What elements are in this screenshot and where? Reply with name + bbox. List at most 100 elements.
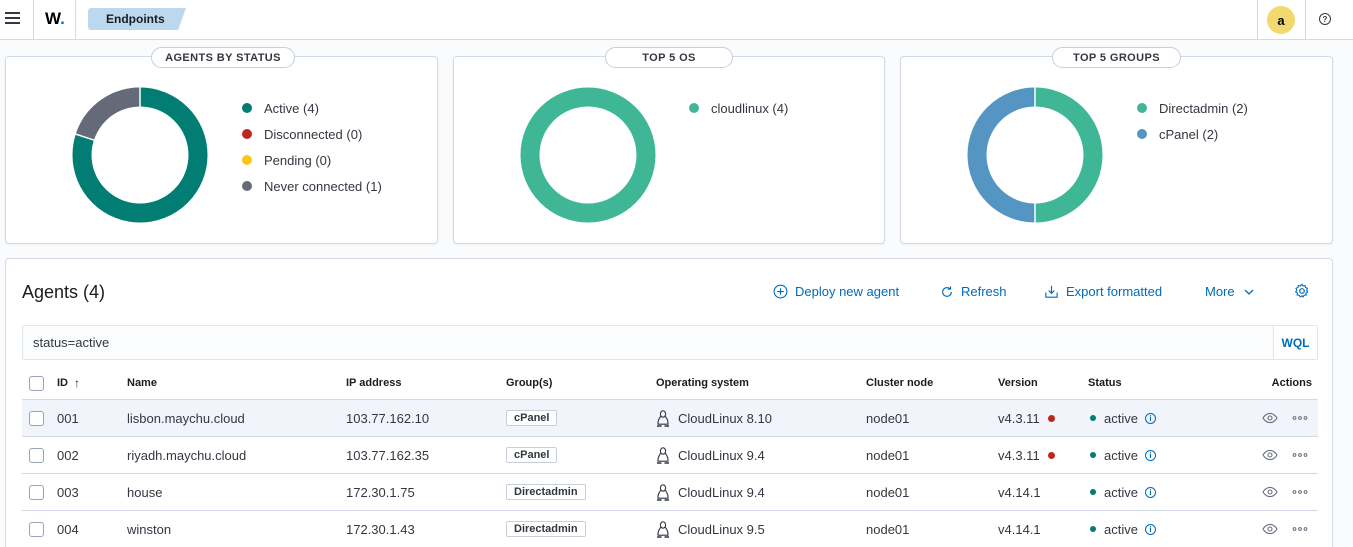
export-label: Export formatted [1066, 284, 1163, 299]
column-actions: Actions [1271, 377, 1312, 389]
column-status[interactable]: Status [1088, 377, 1122, 389]
row-checkbox[interactable] [29, 410, 44, 426]
eye-icon[interactable] [1262, 523, 1278, 535]
cluster-node: node01 [866, 447, 910, 463]
gear-icon[interactable] [1294, 283, 1310, 299]
agent-ip: 103.77.162.10 [346, 410, 430, 426]
os-name: CloudLinux 8.10 [678, 410, 772, 426]
os-cell: CloudLinux 8.10 [656, 400, 772, 436]
sort-arrow-up-icon: ↑ [74, 376, 80, 390]
group-badge[interactable]: cPanel [506, 447, 558, 463]
more-options-icon[interactable] [1292, 526, 1308, 532]
eye-icon[interactable] [1262, 412, 1278, 424]
legend-dot [689, 103, 699, 113]
os-name: CloudLinux 9.4 [678, 484, 765, 500]
donut-segment-directadmin [1034, 87, 1103, 223]
agent-id: 003 [57, 484, 79, 500]
donut-segment-never-connected [75, 87, 141, 141]
agent-ip: 103.77.162.35 [346, 447, 430, 463]
info-icon[interactable]: i [1144, 523, 1156, 535]
legend-item-cloudlinux[interactable]: cloudlinux (4) [689, 95, 788, 121]
legend-item-pending[interactable]: Pending (0) [242, 147, 382, 173]
more-options-icon[interactable] [1292, 452, 1308, 458]
group-badge[interactable]: Directadmin [506, 521, 586, 537]
table-row[interactable]: 004 winston 172.30.1.43 Directadmin Clou… [22, 511, 1318, 547]
export-formatted-button[interactable]: Export formatted [1044, 284, 1162, 299]
group-badge[interactable]: Directadmin [506, 484, 586, 500]
legend-item-cpanel[interactable]: cPanel (2) [1137, 121, 1248, 147]
actions-cell [1262, 511, 1308, 547]
breadcrumb-endpoints[interactable]: Endpoints [88, 8, 186, 30]
agent-id: 002 [57, 447, 79, 463]
legend-item-never-connected[interactable]: Never connected (1) [242, 173, 382, 199]
info-icon[interactable]: i [1144, 486, 1156, 498]
deploy-agent-button[interactable]: Deploy new agent [773, 284, 899, 299]
table-row[interactable]: 003 house 172.30.1.75 Directadmin CloudL… [22, 474, 1318, 511]
plus-circle-icon [773, 284, 788, 299]
actions-cell [1262, 437, 1308, 473]
table-header: ID ↑ Name IP address Group(s) Operating s… [22, 367, 1318, 400]
top-header: W. Endpoints a ? [0, 0, 1353, 40]
legend-item-active[interactable]: Active (4) [242, 95, 382, 121]
status-dot [1090, 526, 1096, 532]
status-dot [1090, 415, 1096, 421]
legend-dot [1137, 103, 1147, 113]
refresh-button[interactable]: Refresh [940, 284, 1007, 299]
column-ip[interactable]: IP address [346, 377, 402, 389]
more-options-icon[interactable] [1292, 489, 1308, 495]
more-options-icon[interactable] [1292, 415, 1308, 421]
agent-version: v4.14.1 [998, 521, 1041, 537]
linux-icon [657, 446, 669, 464]
row-checkbox[interactable] [29, 521, 44, 537]
more-label: More [1205, 284, 1235, 299]
search-bar: WQL [22, 325, 1318, 360]
column-version[interactable]: Version [998, 377, 1038, 389]
column-cluster-node[interactable]: Cluster node [866, 377, 934, 389]
agent-ip: 172.30.1.75 [346, 484, 415, 500]
column-id[interactable]: ID ↑ [57, 367, 80, 399]
app-logo[interactable]: W. [45, 9, 65, 28]
status-text: active [1104, 521, 1138, 537]
eye-icon[interactable] [1262, 486, 1278, 498]
agent-version: v4.3.11 [998, 447, 1040, 463]
user-avatar[interactable]: a [1267, 6, 1295, 34]
column-name[interactable]: Name [127, 377, 157, 389]
actions-cell [1262, 400, 1308, 436]
top-os-donut [520, 87, 656, 223]
os-cell: CloudLinux 9.4 [656, 474, 765, 510]
help-icon[interactable]: ? [1319, 13, 1331, 25]
agents-panel: Agents (4) Deploy new agent Refresh Expo… [5, 258, 1333, 547]
search-input[interactable] [23, 326, 1273, 359]
group-badge[interactable]: cPanel [506, 410, 558, 426]
outdated-indicator [1047, 414, 1055, 422]
status-cell: active i [1090, 511, 1156, 547]
linux-icon [657, 483, 669, 501]
legend-item-disconnected[interactable]: Disconnected (0) [242, 121, 382, 147]
legend-label: Disconnected (0) [264, 126, 363, 142]
agents-status-donut [72, 85, 208, 223]
select-all-checkbox[interactable] [29, 375, 44, 391]
legend-item-directadmin[interactable]: Directadmin (2) [1137, 95, 1248, 121]
column-groups[interactable]: Group(s) [506, 377, 553, 389]
group-cell: Directadmin [506, 474, 586, 510]
row-checkbox[interactable] [29, 447, 44, 463]
menu-icon[interactable] [5, 12, 20, 26]
info-icon[interactable]: i [1144, 449, 1156, 461]
os-cell: CloudLinux 9.4 [656, 437, 765, 473]
actions-cell [1262, 474, 1308, 510]
cluster-node: node01 [866, 484, 910, 500]
header-divider [33, 0, 34, 40]
table-row[interactable]: 002 riyadh.maychu.cloud 103.77.162.35 cP… [22, 437, 1318, 474]
wql-button[interactable]: WQL [1273, 326, 1317, 359]
info-icon[interactable]: i [1144, 412, 1156, 424]
agent-name: winston [127, 521, 172, 537]
column-os[interactable]: Operating system [656, 377, 749, 389]
eye-icon[interactable] [1262, 449, 1278, 461]
row-select-cell [29, 511, 44, 547]
panel-title: TOP 5 OS [605, 47, 733, 68]
donut-segment-cloudlinux [520, 87, 656, 223]
more-button[interactable]: More [1205, 284, 1255, 299]
legend-dot [242, 155, 252, 165]
table-row[interactable]: 001 lisbon.maychu.cloud 103.77.162.10 cP… [22, 400, 1318, 437]
row-checkbox[interactable] [29, 484, 44, 500]
